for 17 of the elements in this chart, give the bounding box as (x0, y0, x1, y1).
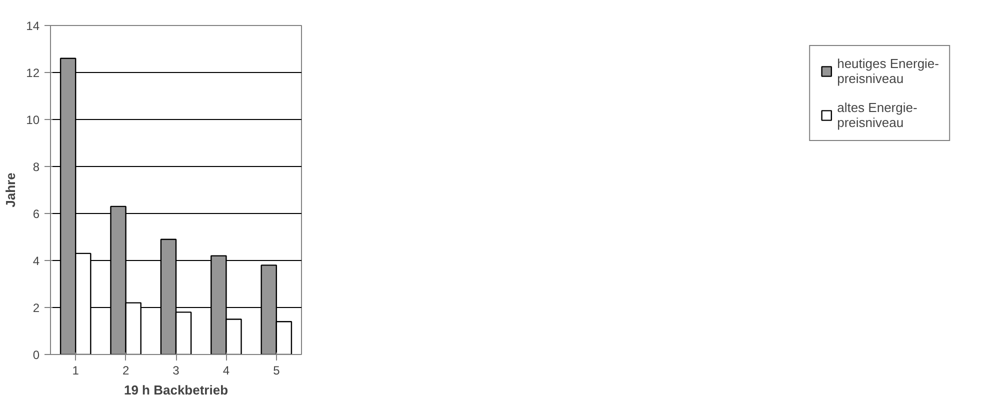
y-tick-label: 8 (32, 160, 40, 174)
y-axis-title: Jahre (3, 172, 18, 208)
x-tick-label: 4 (222, 364, 230, 378)
y-tick-label: 10 (26, 113, 40, 127)
x-axis-title: 19 h Backbetrieb (124, 382, 228, 398)
legend-label: heutiges Energie-preisniveau (837, 56, 939, 86)
y-tick-label: 4 (32, 254, 40, 268)
x-tick-label: 2 (122, 364, 130, 378)
legend-label: altes Energie-preisniveau (837, 100, 918, 130)
x-tick-label: 3 (172, 364, 180, 378)
y-tick-label: 12 (26, 66, 40, 80)
y-tick-label: 2 (32, 301, 40, 315)
x-tick-label: 1 (72, 364, 80, 378)
x-tick-label: 5 (273, 364, 280, 378)
y-tick-label: 0 (32, 348, 40, 362)
y-tick-label: 6 (32, 207, 40, 221)
y-tick-label: 14 (26, 19, 40, 33)
